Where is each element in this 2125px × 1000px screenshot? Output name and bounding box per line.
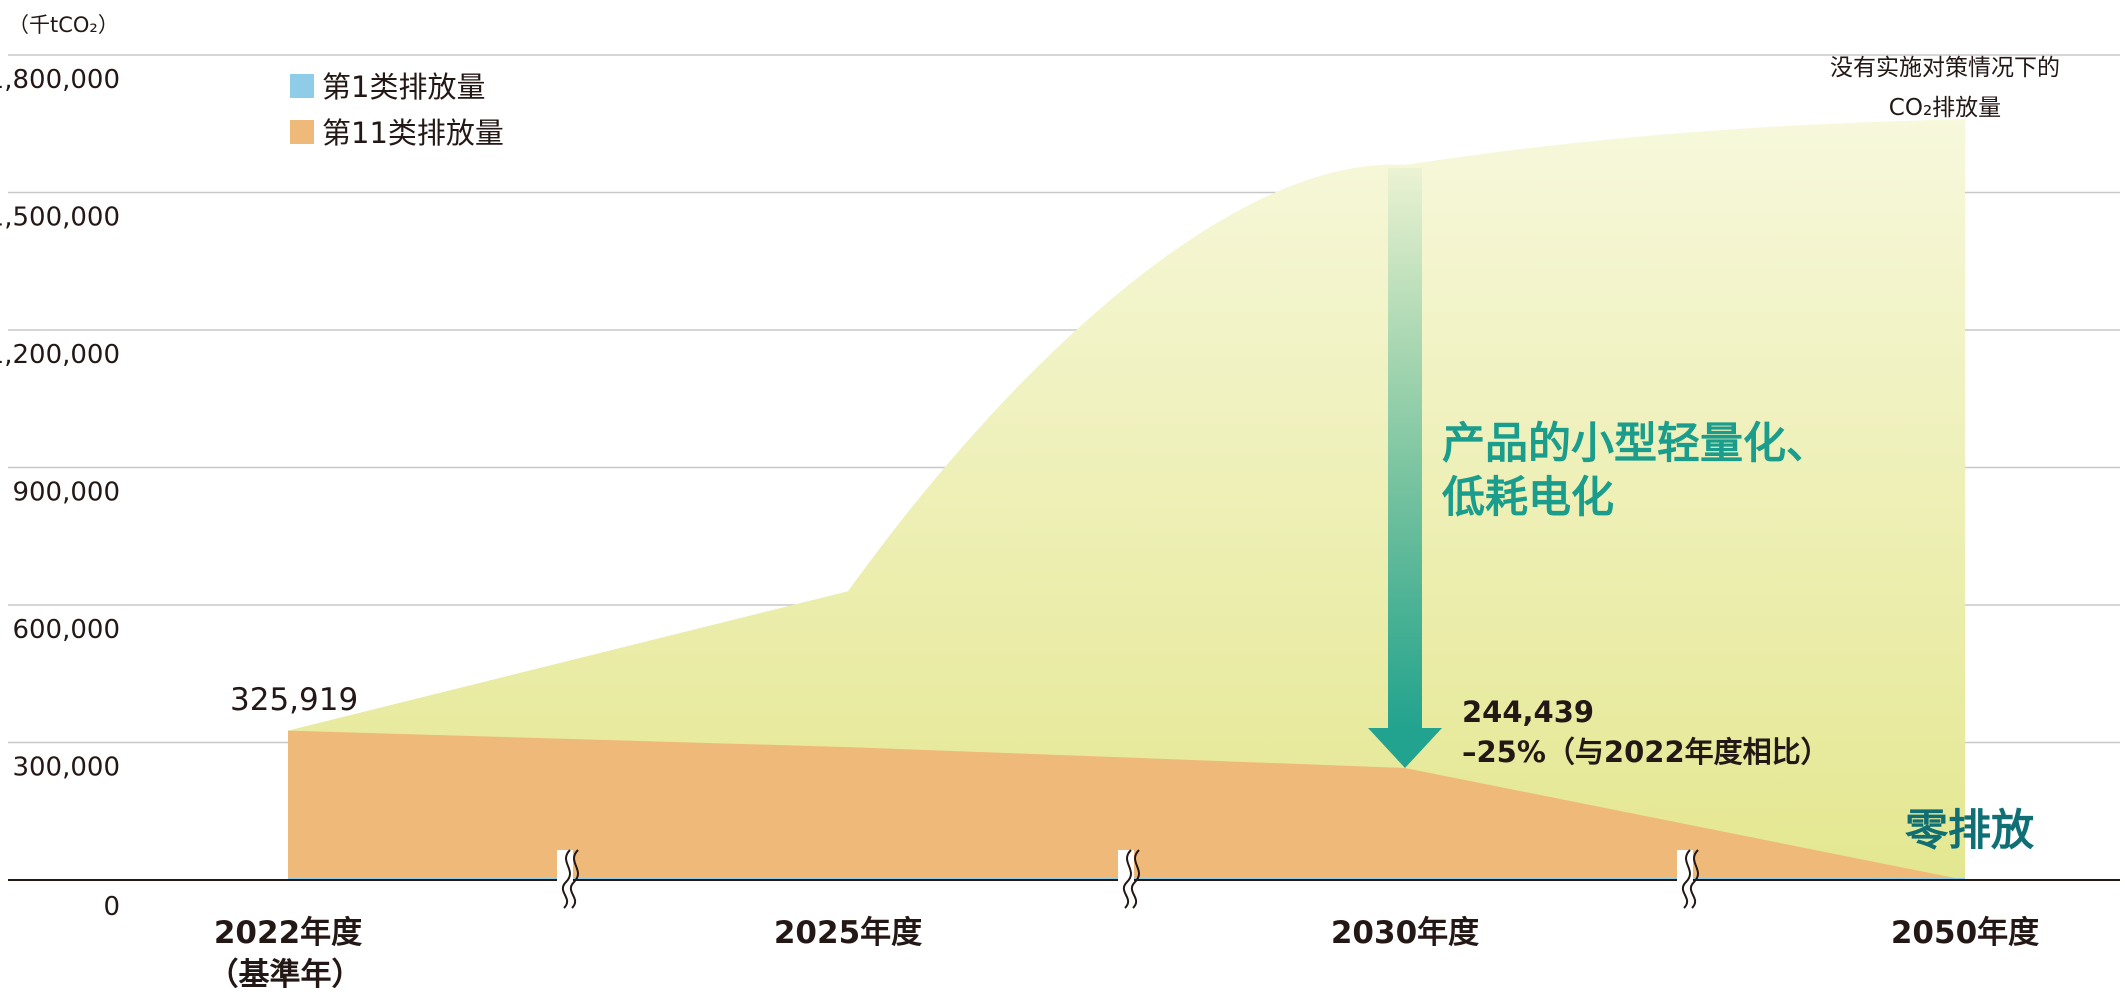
legend-label-category1: 第1类排放量 bbox=[322, 70, 485, 104]
legend: 第1类排放量 第11类排放量 bbox=[290, 70, 504, 150]
y-tick-label-0: 0 bbox=[103, 892, 120, 922]
y-tick-label-6: 1,800,000 bbox=[0, 65, 120, 95]
target-value-label: 244,439 bbox=[1462, 695, 1594, 729]
y-tick-label-2: 600,000 bbox=[12, 615, 120, 645]
legend-swatch-category11 bbox=[290, 120, 314, 144]
reduction-arrow-shaft bbox=[1388, 168, 1422, 730]
measure-label-line1: 产品的小型轻量化、 bbox=[1442, 419, 1829, 469]
target-reduction-label: –25%（与2022年度相比） bbox=[1462, 735, 1830, 769]
y-tick-label-4: 1,200,000 bbox=[0, 340, 120, 370]
measure-label-line2: 低耗电化 bbox=[1442, 473, 1614, 523]
y-tick-label-5: 1,500,000 bbox=[0, 203, 120, 233]
bau-label-line2: CO₂排放量 bbox=[1889, 95, 2001, 121]
x-tick-sublabel-0: （基準年） bbox=[208, 957, 363, 993]
series-area-category11 bbox=[288, 730, 1965, 880]
unit-label: （千tCO₂） bbox=[8, 13, 119, 37]
x-tick-label-0: 2022年度 bbox=[214, 915, 362, 951]
x-tick-label-3: 2050年度 bbox=[1891, 915, 2039, 951]
axis-break-1 bbox=[1118, 849, 1140, 909]
reduction-arrow bbox=[1368, 168, 1442, 768]
start-value-label: 325,919 bbox=[230, 682, 358, 718]
axis-break-2 bbox=[1677, 849, 1699, 909]
legend-swatch-category1 bbox=[290, 74, 314, 98]
axis-layer bbox=[8, 849, 2120, 909]
series-area-bau bbox=[288, 119, 1965, 880]
legend-label-category11: 第11类排放量 bbox=[322, 116, 504, 150]
x-tick-label-2: 2030年度 bbox=[1331, 915, 1479, 951]
x-tick-label-1: 2025年度 bbox=[774, 915, 922, 951]
bau-label-line1: 没有实施对策情况下的 bbox=[1830, 55, 2060, 81]
y-tick-label-3: 900,000 bbox=[12, 478, 120, 508]
axis-break-0 bbox=[557, 849, 579, 909]
zero-emission-label: 零排放 bbox=[1905, 806, 2034, 856]
y-tick-label-1: 300,000 bbox=[12, 753, 120, 783]
tick-layer: 0 300,000 600,000 900,000 1,200,000 1,500,000… bbox=[0, 65, 2039, 993]
reduction-arrow-head bbox=[1368, 728, 1442, 768]
